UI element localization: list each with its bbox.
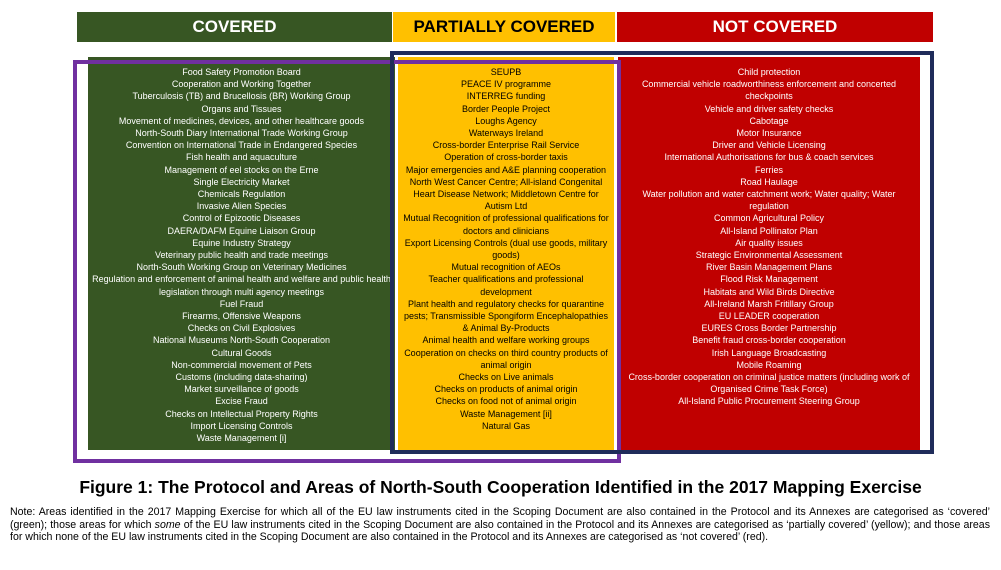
list-item: North West Cancer Centre; All-island Con… <box>409 176 603 212</box>
note-text-part2: of the EU law instruments cited in the S… <box>10 518 990 544</box>
list-item: All-Ireland Marsh Fritillary Group <box>704 298 834 309</box>
list-item: All-Island Public Procurement Steering G… <box>678 396 860 407</box>
list-item: North-South Working Group on Veterinary … <box>136 262 347 273</box>
list-item: Water pollution and water catchment work… <box>642 189 896 212</box>
list-item: PEACE IV programme <box>460 79 552 90</box>
covered-header: COVERED <box>77 12 392 42</box>
list-item: Checks on Intellectual Property Rights <box>165 408 318 419</box>
list-item: Waterways Ireland <box>468 128 544 139</box>
list-item: Customs (including data-sharing) <box>175 372 308 383</box>
list-item: Mutual recognition of AEOs <box>451 262 561 273</box>
list-item: North-South Diary International Trade Wo… <box>135 128 348 139</box>
list-item: International Authorisations for bus & c… <box>664 152 874 163</box>
partially-covered-column: SEUPB PEACE IV programme INTERREG funding B… <box>398 57 614 450</box>
list-item: Common Agricultural Policy <box>713 213 825 224</box>
list-item: SEUPB <box>490 67 522 77</box>
list-item: Child protection <box>737 67 801 77</box>
list-item: Control of Epizootic Diseases <box>182 213 301 224</box>
list-item: Commercial vehicle roadworthiness enforc… <box>641 79 897 102</box>
list-item: INTERREG funding <box>466 91 546 102</box>
note-text-part1: Note: Areas identified in the 2017 Mappi… <box>10 506 990 531</box>
list-item: Excise Fraud <box>215 396 268 407</box>
list-item: Habitats and Wild Birds Directive <box>703 286 835 297</box>
partially-covered-header: PARTIALLY COVERED <box>393 12 615 42</box>
partially-covered-header-label: PARTIALLY COVERED <box>413 17 595 36</box>
covered-list: Food Safety Promotion Board Cooperation a… <box>88 57 395 444</box>
list-item: Cabotage <box>749 115 789 126</box>
list-item: Waste Management [ii] <box>460 408 552 419</box>
list-item: Checks on Live animals <box>458 372 554 383</box>
list-item: Checks on food not of animal origin <box>435 396 577 407</box>
list-item: Export Licensing Controls (dual use good… <box>404 237 608 261</box>
list-item: National Museums North-South Cooperation <box>152 335 331 346</box>
list-item: Driver and Vehicle Licensing <box>712 140 826 151</box>
note-emphasis: some <box>154 518 181 531</box>
list-item: Food Safety Promotion Board <box>182 67 301 77</box>
list-item: Operation of cross-border taxis <box>444 152 568 163</box>
list-item: Teacher qualifications and professional … <box>428 274 584 297</box>
not-covered-header-label: NOT COVERED <box>712 17 838 36</box>
list-item: Movement of medicines, devices, and othe… <box>118 115 365 126</box>
figure-caption: Figure 1: The Protocol and Areas of Nort… <box>79 477 922 497</box>
list-item: Cross-border Enterprise Rail Service <box>432 140 580 151</box>
covered-header-label: COVERED <box>192 17 277 36</box>
list-item: Equine Industry Strategy <box>192 237 291 248</box>
list-item: Waste Management [i] <box>196 433 287 444</box>
list-item: Organs and Tissues <box>201 103 282 114</box>
list-item: Air quality issues <box>735 237 803 248</box>
list-item: Ferries <box>754 164 783 175</box>
list-item: Strategic Environmental Assessment <box>695 250 843 261</box>
list-item: Mobile Roaming <box>736 359 802 370</box>
list-item: Cooperation on checks on third country p… <box>404 347 608 370</box>
list-item: Road Haulage <box>740 176 798 187</box>
figure-note: Note: Areas identified in the 2017 Mappi… <box>10 506 990 544</box>
list-item: Cultural Goods <box>211 347 272 358</box>
list-item: Chemicals Regulation <box>197 189 286 200</box>
list-item: EURES Cross Border Partnership <box>701 323 837 334</box>
list-item: Vehicle and driver safety checks <box>704 103 834 114</box>
list-item: Animal health and welfare working groups <box>422 335 590 346</box>
list-item: Management of eel stocks on the Erne <box>164 164 319 175</box>
list-item: Motor Insurance <box>736 128 802 139</box>
list-item: Convention on International Trade in End… <box>125 140 358 151</box>
list-item: Single Electricity Market <box>193 176 290 187</box>
list-item: Tuberculosis (TB) and Brucellosis (BR) W… <box>132 91 351 102</box>
list-item: Fuel Fraud <box>219 298 264 309</box>
list-item: DAERA/DAFM Equine Liaison Group <box>167 225 316 236</box>
list-item: River Basin Management Plans <box>705 262 833 273</box>
list-item: Natural Gas <box>481 420 531 431</box>
list-item: Major emergencies and A&E planning coope… <box>405 164 607 175</box>
list-item: Flood Risk Management <box>720 274 818 285</box>
list-item: Regulation and enforcement of animal hea… <box>92 274 391 297</box>
list-item: Plant health and regulatory checks for q… <box>403 298 609 334</box>
list-item: Fish health and aquaculture <box>185 152 298 163</box>
list-item: EU LEADER cooperation <box>718 311 820 322</box>
list-item: Cross-border cooperation on criminal jus… <box>628 372 910 395</box>
partially-covered-list: SEUPB PEACE IV programme INTERREG funding B… <box>398 57 614 432</box>
list-item: Mutual Recognition of professional quali… <box>403 213 609 236</box>
list-item: Market surveillance of goods <box>184 384 299 395</box>
list-item: All-Island Pollinator Plan <box>720 225 818 236</box>
list-item: Irish Language Broadcasting <box>711 347 827 358</box>
list-item: Non-commercial movement of Pets <box>171 359 312 370</box>
not-covered-header: NOT COVERED <box>617 12 933 42</box>
covered-column: Food Safety Promotion Board Cooperation a… <box>88 57 395 450</box>
list-item: Cooperation and Working Together <box>171 79 312 90</box>
list-item: Border People Project <box>461 103 551 114</box>
list-item: Veterinary public health and trade meeti… <box>154 250 329 261</box>
not-covered-list: Child protection Commercial vehicle roadw… <box>618 57 920 408</box>
not-covered-column: Child protection Commercial vehicle roadw… <box>618 57 920 450</box>
list-item: Benefit fraud cross-border cooperation <box>692 335 846 346</box>
list-item: Import Licensing Controls <box>190 420 293 431</box>
list-item: Loughs Agency <box>475 115 537 126</box>
list-item: Checks on products of animal origin <box>434 384 578 395</box>
list-item: Invasive Alien Species <box>196 201 287 212</box>
list-item: Firearms, Offensive Weapons <box>182 311 301 322</box>
list-item: Checks on Civil Explosives <box>187 323 296 334</box>
